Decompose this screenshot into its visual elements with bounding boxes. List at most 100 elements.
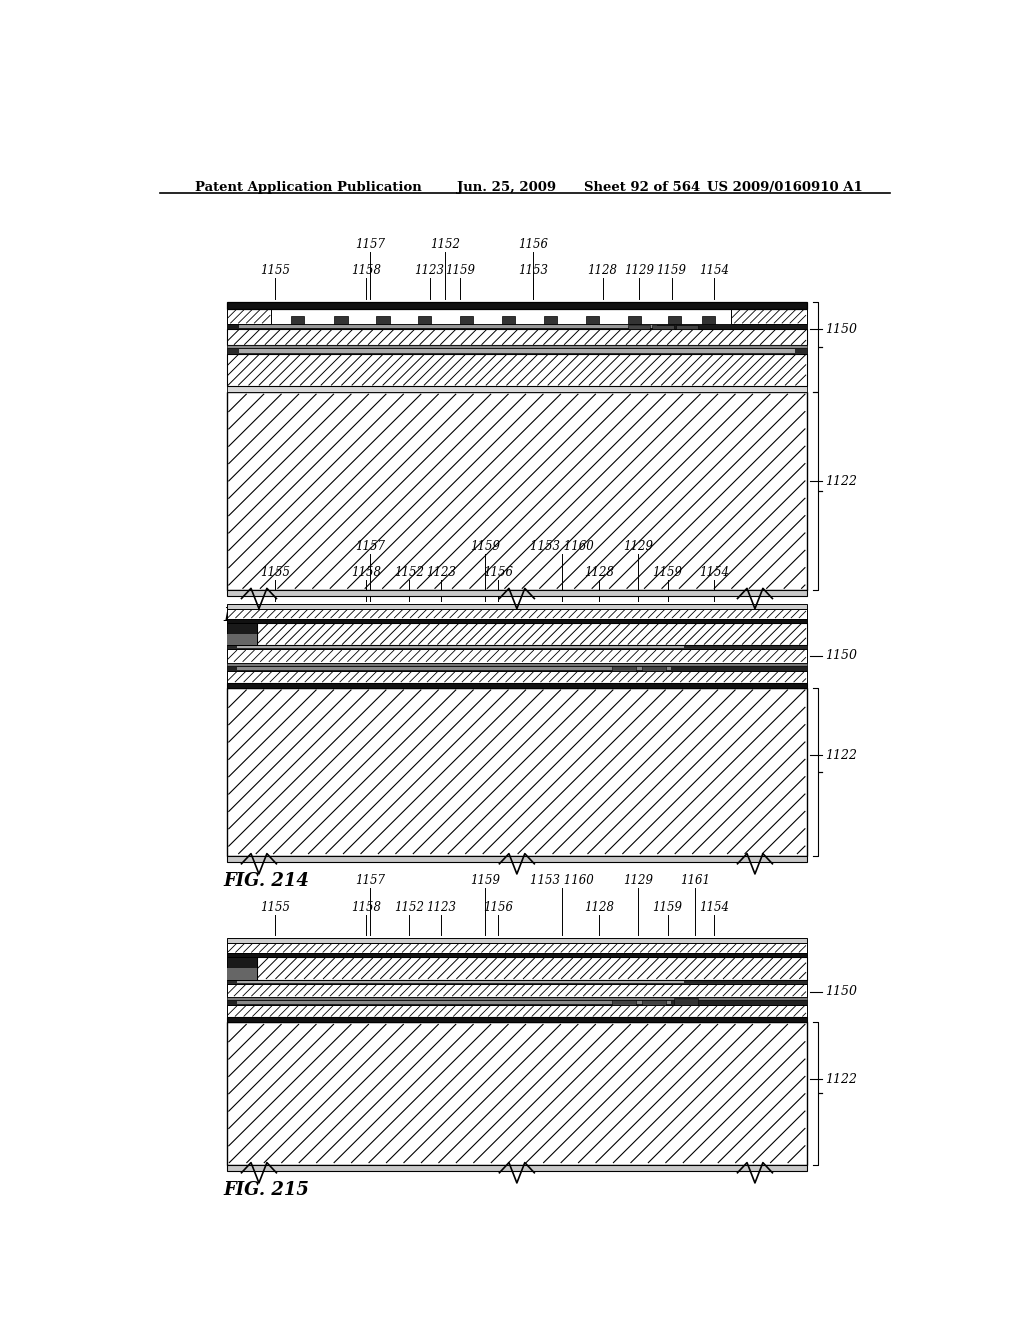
Text: 1154: 1154 — [698, 566, 729, 579]
Bar — [227, 392, 807, 590]
Bar — [227, 957, 257, 979]
Bar — [227, 302, 807, 309]
Bar — [628, 325, 650, 329]
Bar — [460, 315, 473, 325]
Bar — [227, 603, 807, 609]
Text: 1159: 1159 — [444, 264, 475, 277]
Bar — [642, 665, 666, 671]
Text: 1161: 1161 — [680, 874, 711, 887]
Bar — [612, 1001, 636, 1005]
Text: Jun. 25, 2009: Jun. 25, 2009 — [458, 181, 556, 194]
Bar — [701, 315, 715, 325]
Bar — [502, 315, 515, 325]
Bar — [227, 997, 807, 1001]
Bar — [227, 663, 807, 665]
Bar — [227, 309, 270, 325]
Bar — [240, 350, 795, 352]
Bar — [227, 1022, 807, 1164]
Text: Sheet 92 of 564: Sheet 92 of 564 — [585, 181, 700, 194]
Text: 1158: 1158 — [351, 264, 381, 277]
Text: 1152: 1152 — [394, 566, 424, 579]
Bar — [227, 329, 807, 346]
Bar — [668, 315, 681, 325]
Bar — [227, 688, 807, 855]
Bar — [227, 855, 807, 862]
Bar — [237, 647, 684, 648]
Bar — [642, 1001, 666, 1005]
Text: 1157: 1157 — [355, 540, 385, 553]
Text: 1159: 1159 — [470, 540, 500, 553]
Bar — [227, 619, 807, 623]
Bar — [652, 325, 674, 329]
Text: 1129: 1129 — [624, 264, 654, 277]
Text: 1122: 1122 — [824, 475, 857, 488]
Bar — [227, 942, 807, 953]
Text: FIG. 213: FIG. 213 — [223, 607, 309, 624]
Bar — [628, 315, 641, 325]
Bar — [227, 385, 807, 392]
Text: Patent Application Publication: Patent Application Publication — [196, 181, 422, 194]
Bar — [586, 315, 599, 325]
Text: 1159: 1159 — [652, 566, 683, 579]
Bar — [227, 682, 807, 688]
Bar — [227, 649, 807, 663]
Text: US 2009/0160910 A1: US 2009/0160910 A1 — [708, 181, 863, 194]
Bar — [240, 325, 657, 329]
Bar — [674, 998, 697, 1005]
Text: 1156: 1156 — [518, 238, 548, 251]
Bar — [227, 983, 807, 997]
Text: 1153 1160: 1153 1160 — [530, 540, 594, 553]
Bar — [377, 315, 390, 325]
Text: 1159: 1159 — [652, 900, 683, 913]
Text: 1152: 1152 — [394, 900, 424, 913]
Text: 1156: 1156 — [483, 900, 513, 913]
Text: FIG. 214: FIG. 214 — [223, 873, 309, 890]
Bar — [227, 953, 807, 957]
Bar — [227, 1164, 807, 1171]
Bar — [227, 346, 807, 348]
Text: 1158: 1158 — [351, 566, 381, 579]
Bar — [227, 609, 807, 619]
Bar — [676, 325, 697, 329]
Text: 1123: 1123 — [415, 264, 444, 277]
Text: 1153: 1153 — [518, 264, 548, 277]
Text: 1155: 1155 — [260, 566, 290, 579]
Bar — [257, 623, 807, 645]
Text: FIG. 215: FIG. 215 — [223, 1181, 309, 1199]
Bar — [227, 325, 807, 329]
Bar — [227, 665, 807, 671]
Bar — [227, 969, 257, 979]
Text: 1123: 1123 — [426, 566, 457, 579]
Bar — [227, 354, 807, 385]
Bar — [227, 1001, 807, 1005]
Text: 1150: 1150 — [824, 322, 857, 335]
Bar — [237, 1001, 671, 1005]
Text: 1122: 1122 — [824, 748, 857, 762]
Text: 1153 1160: 1153 1160 — [530, 874, 594, 887]
Bar — [227, 645, 807, 649]
Bar — [227, 623, 257, 645]
Bar — [237, 981, 684, 982]
Text: 1122: 1122 — [824, 1073, 857, 1086]
Bar — [612, 665, 636, 671]
Text: 1128: 1128 — [585, 566, 614, 579]
Text: 1155: 1155 — [260, 264, 290, 277]
Bar — [227, 590, 807, 597]
Text: 1157: 1157 — [355, 238, 385, 251]
Text: 1159: 1159 — [656, 264, 687, 277]
Text: 1157: 1157 — [355, 874, 385, 887]
Bar — [257, 957, 807, 979]
Bar — [291, 315, 304, 325]
Text: 1128: 1128 — [588, 264, 617, 277]
Bar — [227, 939, 807, 942]
Bar — [227, 1018, 807, 1022]
Text: 1123: 1123 — [426, 900, 457, 913]
Bar — [227, 348, 807, 354]
Text: 1150: 1150 — [824, 985, 857, 998]
Bar — [544, 315, 557, 325]
Text: 1155: 1155 — [260, 900, 290, 913]
Bar — [227, 634, 257, 645]
Bar — [227, 979, 807, 983]
Text: 1156: 1156 — [483, 566, 513, 579]
Text: 1129: 1129 — [624, 540, 653, 553]
